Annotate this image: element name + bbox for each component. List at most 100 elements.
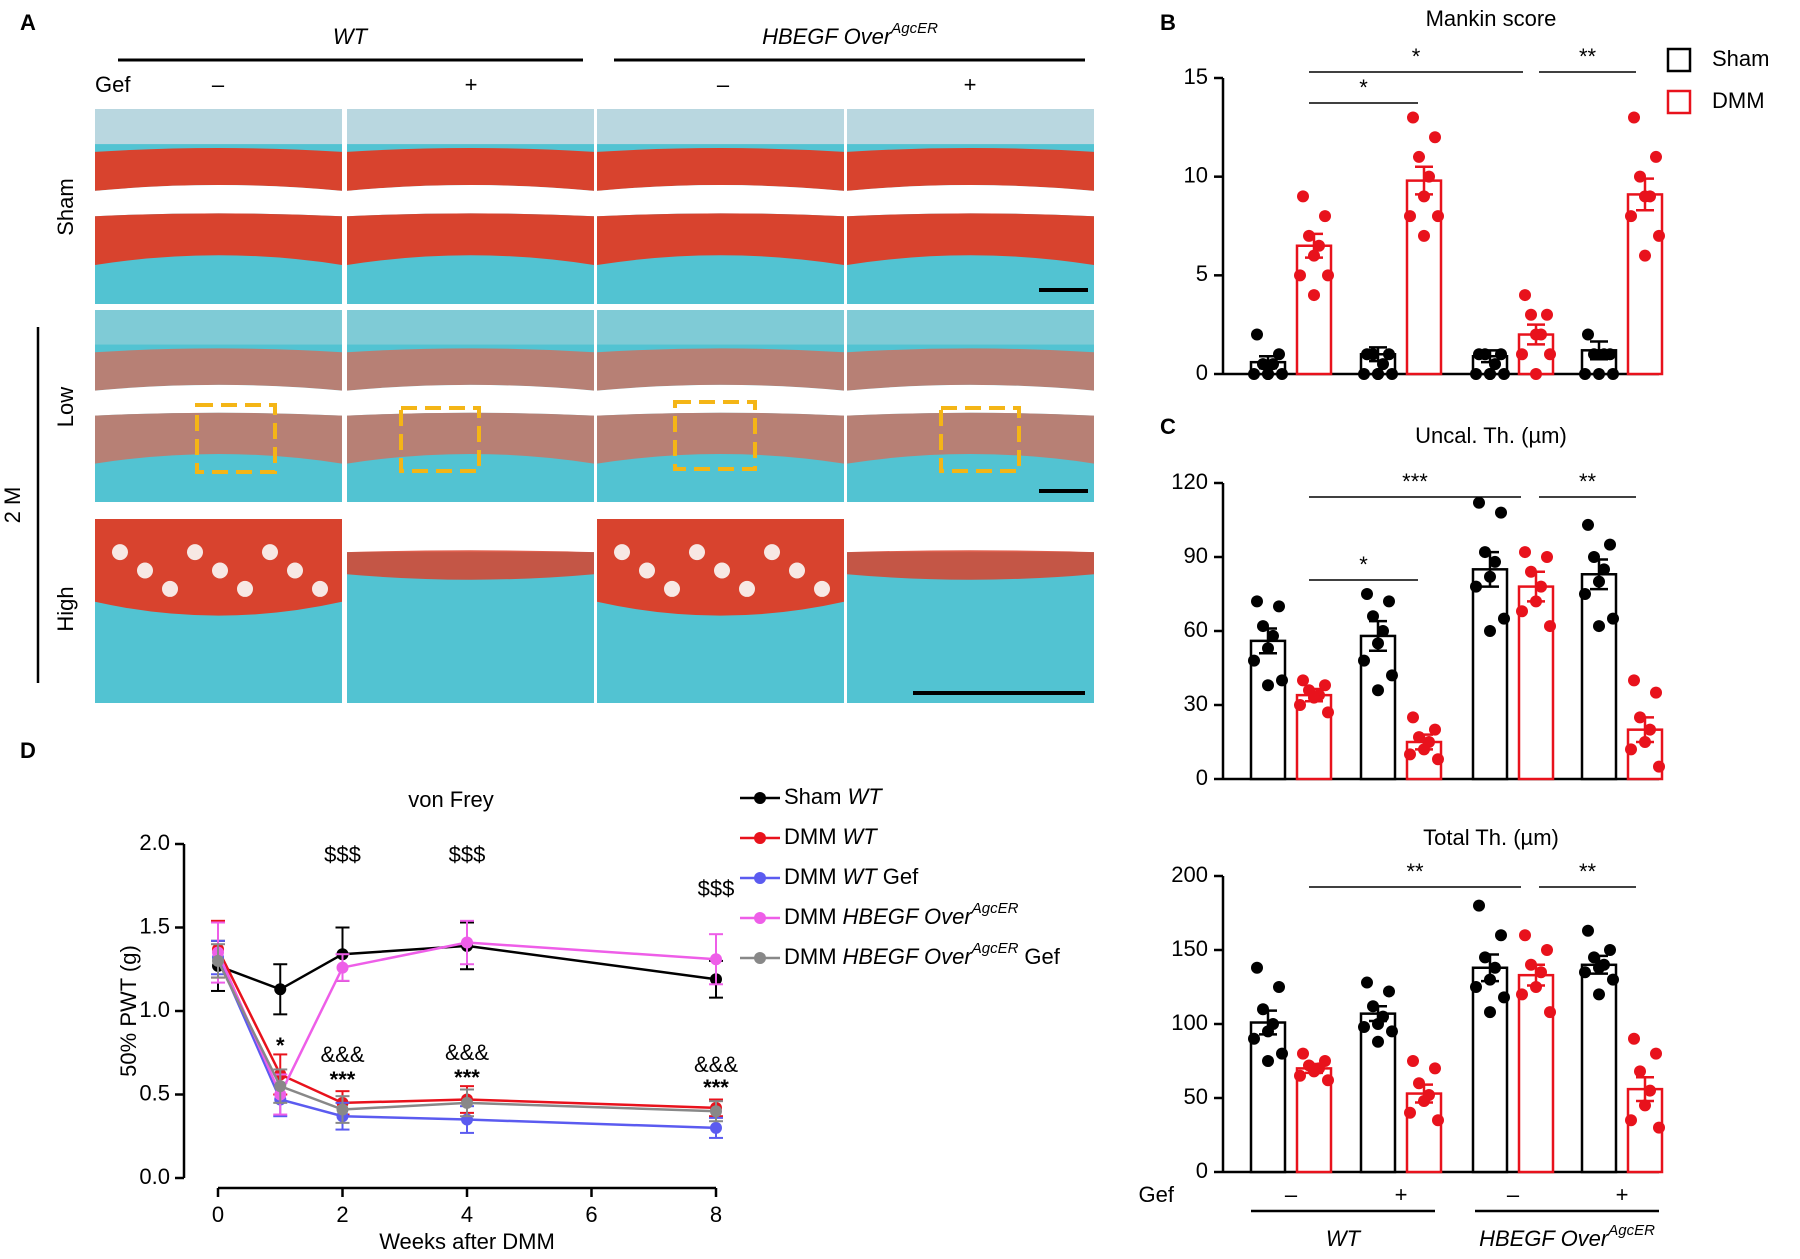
legend-marker xyxy=(754,912,766,924)
data-point xyxy=(212,954,224,967)
data-point xyxy=(1593,368,1605,380)
data-point xyxy=(1319,210,1331,223)
chondrocyte xyxy=(262,544,278,561)
data-point xyxy=(1519,289,1531,302)
data-point xyxy=(1639,1099,1651,1112)
data-point xyxy=(1607,368,1619,380)
background xyxy=(347,519,594,553)
error-bar xyxy=(1305,687,1323,703)
data-point xyxy=(1484,625,1496,637)
error-bar xyxy=(1527,570,1545,603)
cartilage xyxy=(847,550,1094,580)
data-point xyxy=(1604,538,1616,551)
data-point xyxy=(1251,328,1263,341)
data-point xyxy=(1432,210,1444,223)
data-point xyxy=(1470,368,1482,380)
treatment: + xyxy=(964,72,977,97)
data-point xyxy=(1418,229,1430,242)
text-part: AgcER xyxy=(971,940,1019,957)
error-bar xyxy=(1481,550,1499,588)
data-point xyxy=(1322,1074,1334,1087)
data-point xyxy=(1588,348,1600,361)
data-point xyxy=(1498,612,1510,625)
error-bar xyxy=(1259,354,1277,370)
data-point xyxy=(1588,951,1600,964)
data-point xyxy=(1495,929,1507,942)
text-part: DMM xyxy=(784,864,837,889)
data-point xyxy=(1386,1025,1398,1038)
text-part: Gef xyxy=(1024,944,1060,969)
significance-label: *** xyxy=(1402,469,1428,494)
cartilage xyxy=(95,412,342,464)
legend-label: DMM WT Gef xyxy=(784,864,919,889)
data-point xyxy=(1308,289,1320,302)
data-point xyxy=(461,1096,473,1109)
data-point xyxy=(1383,985,1395,998)
data-point xyxy=(274,1080,287,1093)
marrow xyxy=(847,310,1094,345)
data-point xyxy=(1322,706,1334,719)
chondrocyte xyxy=(714,562,730,579)
data-point xyxy=(710,1121,722,1134)
cartilage xyxy=(347,412,594,464)
y-axis-label: 50% PWT (g) xyxy=(116,945,141,1077)
chondrocyte xyxy=(814,580,830,597)
marrow xyxy=(347,310,594,345)
data-point xyxy=(1372,1035,1384,1048)
legend-label: Sham xyxy=(1712,46,1769,71)
data-point xyxy=(1525,308,1537,321)
error-bar xyxy=(1259,1009,1277,1036)
data-point xyxy=(1429,723,1441,736)
marrow xyxy=(95,310,342,345)
data-point xyxy=(1429,1062,1441,1075)
error-bar xyxy=(1481,349,1499,364)
cartilage xyxy=(347,550,594,580)
data-point xyxy=(1383,348,1395,361)
x-tick-label: 2 xyxy=(336,1202,348,1227)
text-part: WT xyxy=(843,824,879,849)
group-label: WT xyxy=(333,24,369,49)
x-tick-label: – xyxy=(1285,1182,1298,1207)
histology-tile xyxy=(847,109,1094,304)
data-point xyxy=(1248,654,1260,667)
data-point xyxy=(1579,966,1591,979)
x-tick-label: 0 xyxy=(212,1202,224,1227)
text-part: DMM xyxy=(784,904,837,929)
cartilage xyxy=(597,348,844,391)
chondrocyte xyxy=(287,562,303,579)
error-bar xyxy=(1590,340,1608,361)
joint-space xyxy=(95,185,342,217)
data-point xyxy=(1628,1032,1640,1045)
data-point xyxy=(1598,348,1610,361)
data-point xyxy=(274,983,287,996)
data-point xyxy=(1297,674,1309,687)
data-point xyxy=(1489,961,1501,974)
data-point xyxy=(1498,991,1510,1004)
data-point xyxy=(1262,368,1274,380)
cartilage xyxy=(597,148,844,191)
joint-space xyxy=(347,185,594,217)
cartilage xyxy=(847,148,1094,191)
text-part: HBEGF Over xyxy=(843,944,974,969)
text-part: WT xyxy=(843,864,879,889)
chondrocyte xyxy=(137,562,153,579)
histology-tile xyxy=(347,310,594,502)
data-point xyxy=(461,936,473,949)
histology-tile xyxy=(597,310,844,502)
significance-label: *** xyxy=(703,1075,729,1100)
data-point xyxy=(1273,981,1285,993)
data-point xyxy=(1498,368,1510,380)
group-label: WT xyxy=(1326,1226,1362,1251)
data-point xyxy=(1297,190,1309,203)
data-point xyxy=(1251,595,1263,608)
joint-space xyxy=(847,185,1094,217)
marrow xyxy=(847,109,1094,145)
row-label: High xyxy=(53,586,78,631)
data-point xyxy=(1607,973,1619,986)
significance-label: ** xyxy=(1406,859,1424,884)
error-bar xyxy=(1636,177,1654,212)
data-point xyxy=(1257,1003,1269,1016)
y-tick-label: 0.0 xyxy=(139,1164,170,1189)
treatment: + xyxy=(465,72,478,97)
